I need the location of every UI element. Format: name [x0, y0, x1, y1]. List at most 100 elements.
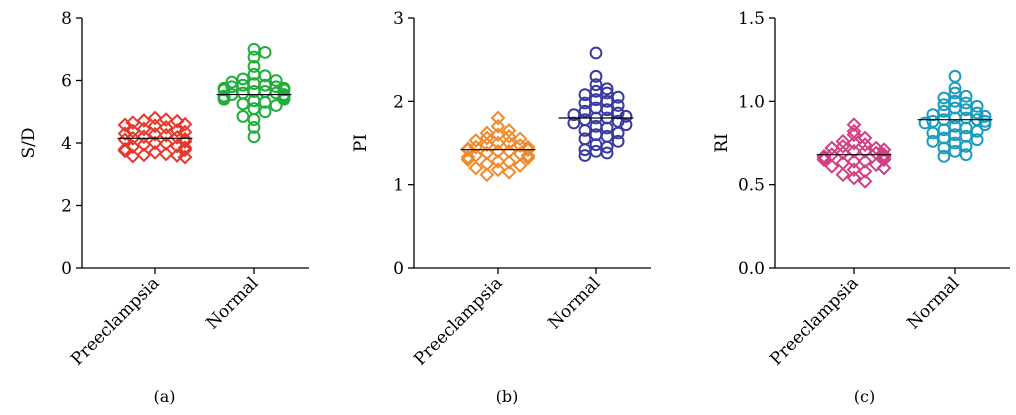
- data-point: [468, 133, 484, 148]
- data-point: [177, 134, 193, 149]
- data-point: [926, 126, 940, 140]
- data-point: [490, 153, 506, 169]
- data-point: [846, 143, 862, 159]
- data-point: [970, 124, 984, 138]
- data-point: [578, 88, 592, 102]
- data-point: [125, 148, 141, 164]
- data-point: [258, 105, 272, 119]
- series-preeclampsia: [117, 110, 193, 165]
- data-point: [846, 170, 862, 186]
- data-point: [600, 146, 614, 160]
- y-tick-label: 4: [61, 134, 72, 154]
- data-point: [125, 123, 141, 139]
- data-point: [169, 123, 185, 138]
- data-point: [937, 98, 951, 112]
- data-point: [247, 50, 261, 64]
- data-point: [937, 91, 951, 105]
- data-point: [460, 149, 476, 165]
- data-point: [937, 123, 951, 137]
- panel-label: (a): [153, 387, 175, 406]
- data-point: [490, 135, 506, 151]
- data-point: [158, 136, 174, 152]
- data-point: [948, 69, 962, 83]
- series-normal: [558, 46, 634, 162]
- data-point: [937, 141, 951, 155]
- data-point: [479, 137, 495, 153]
- data-point: [876, 160, 892, 176]
- data-point: [619, 118, 633, 132]
- data-point: [600, 94, 614, 108]
- chart-panel-3: 0.0 0.5 1.0 1.5 RI Preeclampsia Normal (c): [712, 9, 1010, 406]
- x-tick-label-preeclampsia: Preeclampsia: [766, 273, 862, 369]
- data-point: [125, 139, 141, 155]
- data-point: [857, 173, 873, 189]
- data-point: [490, 110, 506, 126]
- data-point: [846, 153, 862, 169]
- data-point: [490, 127, 506, 143]
- data-point: [136, 147, 152, 163]
- data-point: [600, 121, 614, 135]
- data-point: [468, 160, 484, 176]
- data-point: [277, 92, 291, 106]
- data-point: [876, 152, 892, 168]
- data-point: [520, 150, 536, 166]
- x-tick-label-normal: Normal: [202, 273, 262, 333]
- data-point: [460, 152, 476, 168]
- y-tick-label: 0.5: [738, 176, 765, 196]
- y-tick-label: 2: [393, 92, 404, 112]
- data-point: [970, 133, 984, 147]
- data-point: [468, 139, 484, 155]
- data-point: [177, 116, 193, 132]
- data-point: [857, 143, 873, 159]
- data-point: [868, 140, 884, 156]
- chart-panel-2: 0 1 2 3 PI Preeclampsia Normal (b): [351, 9, 651, 406]
- data-point: [600, 140, 614, 154]
- data-point: [460, 142, 476, 158]
- data-point: [236, 97, 250, 111]
- data-point: [926, 134, 940, 148]
- data-point: [567, 108, 581, 122]
- data-point: [147, 135, 163, 151]
- data-point: [269, 80, 283, 94]
- data-point: [948, 86, 962, 100]
- data-point: [611, 126, 625, 140]
- y-tick-label: 0: [61, 259, 72, 279]
- data-point: [959, 148, 973, 162]
- data-point: [846, 127, 862, 143]
- data-point: [217, 92, 231, 106]
- data-point: [578, 149, 592, 162]
- data-point: [948, 81, 962, 95]
- data-point: [918, 116, 932, 130]
- data-point: [117, 141, 133, 157]
- data-point: [136, 137, 152, 152]
- data-point: [611, 99, 625, 112]
- data-point: [258, 45, 272, 59]
- data-point: [158, 127, 174, 143]
- data-point: [117, 126, 133, 142]
- data-point: [970, 106, 984, 120]
- data-point: [512, 158, 528, 173]
- data-point: [846, 162, 862, 178]
- data-point: [258, 95, 272, 109]
- y-axis-label: RI: [712, 133, 732, 153]
- data-point: [520, 142, 536, 158]
- x-tick-label-preeclampsia: Preeclampsia: [67, 273, 163, 369]
- data-point: [835, 138, 851, 154]
- data-point: [147, 118, 163, 134]
- data-point: [136, 121, 152, 137]
- data-point: [247, 113, 261, 126]
- data-point: [611, 90, 625, 104]
- y-tick-label: 0: [393, 259, 404, 279]
- data-point: [158, 146, 174, 162]
- y-tick-label: 3: [393, 9, 404, 29]
- data-point: [501, 128, 517, 144]
- data-point: [948, 144, 962, 158]
- data-point: [512, 131, 528, 147]
- y-tick-label: 1: [393, 176, 404, 196]
- data-point: [578, 104, 592, 118]
- data-point: [269, 74, 283, 87]
- data-point: [589, 46, 603, 60]
- data-point: [479, 130, 495, 146]
- data-point: [225, 75, 239, 89]
